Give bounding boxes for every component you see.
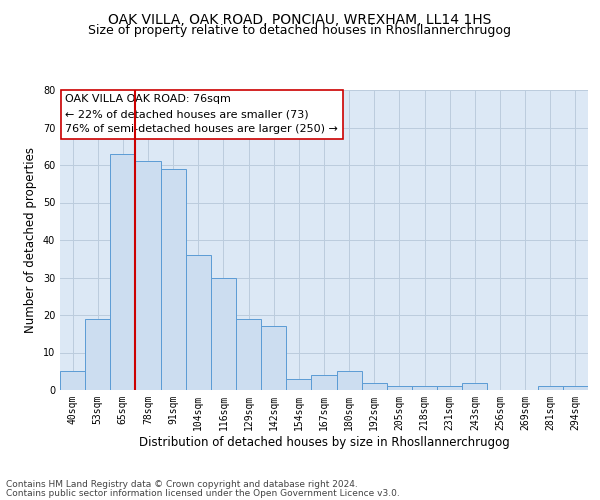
Bar bbox=[286, 379, 311, 390]
Bar bbox=[236, 319, 261, 390]
Bar bbox=[563, 386, 588, 390]
Bar bbox=[412, 386, 437, 390]
Text: OAK VILLA, OAK ROAD, PONCIAU, WREXHAM, LL14 1HS: OAK VILLA, OAK ROAD, PONCIAU, WREXHAM, L… bbox=[109, 12, 491, 26]
Text: Contains HM Land Registry data © Crown copyright and database right 2024.: Contains HM Land Registry data © Crown c… bbox=[6, 480, 358, 489]
Bar bbox=[387, 386, 412, 390]
Bar bbox=[110, 154, 136, 390]
Text: OAK VILLA OAK ROAD: 76sqm
← 22% of detached houses are smaller (73)
76% of semi-: OAK VILLA OAK ROAD: 76sqm ← 22% of detac… bbox=[65, 94, 338, 134]
Bar bbox=[60, 371, 85, 390]
Bar bbox=[85, 319, 110, 390]
Text: Size of property relative to detached houses in Rhosllannerchrugog: Size of property relative to detached ho… bbox=[89, 24, 511, 37]
Bar bbox=[538, 386, 563, 390]
X-axis label: Distribution of detached houses by size in Rhosllannerchrugog: Distribution of detached houses by size … bbox=[139, 436, 509, 448]
Bar bbox=[362, 382, 387, 390]
Bar bbox=[311, 375, 337, 390]
Bar bbox=[337, 371, 362, 390]
Bar bbox=[161, 169, 186, 390]
Bar bbox=[261, 326, 286, 390]
Bar bbox=[136, 161, 161, 390]
Bar bbox=[211, 278, 236, 390]
Text: Contains public sector information licensed under the Open Government Licence v3: Contains public sector information licen… bbox=[6, 488, 400, 498]
Bar bbox=[186, 255, 211, 390]
Y-axis label: Number of detached properties: Number of detached properties bbox=[24, 147, 37, 333]
Bar bbox=[437, 386, 462, 390]
Bar bbox=[462, 382, 487, 390]
